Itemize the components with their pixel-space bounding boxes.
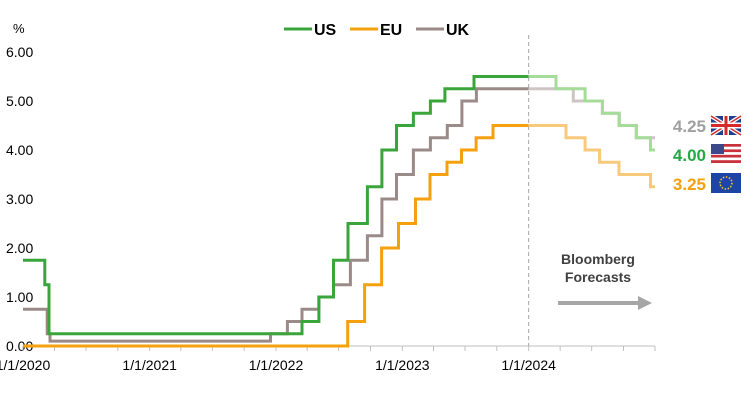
eu-flag-icon xyxy=(711,173,741,193)
y-tick-label: 2.00 xyxy=(6,240,33,256)
legend-label-eu: EU xyxy=(380,22,402,39)
x-tick-label: 1/1/2021 xyxy=(122,357,177,373)
y-tick-label: 4.00 xyxy=(6,142,33,158)
series-line-uk xyxy=(23,87,529,343)
end-label-us: 4.00 xyxy=(673,146,706,165)
y-tick-label: 6.00 xyxy=(6,44,33,60)
y-axis-unit: % xyxy=(13,21,25,36)
end-label-uk: 4.25 xyxy=(673,117,706,136)
us-flag-icon xyxy=(711,144,741,163)
x-tick-label: 1/1/2020 xyxy=(0,357,50,373)
series-layer xyxy=(23,75,655,348)
series-line-eu xyxy=(23,124,529,348)
forecast-annotation: Bloomberg Forecasts xyxy=(558,251,652,310)
legend-label-us: US xyxy=(314,22,337,39)
x-tick-label: 1/1/2024 xyxy=(501,357,556,373)
y-tick-label: 5.00 xyxy=(6,93,33,109)
y-tick-label: 1.00 xyxy=(6,289,33,305)
y-tick-label: 0.00 xyxy=(6,338,33,354)
end-label-eu: 3.25 xyxy=(673,175,706,194)
annotation-line-1: Bloomberg xyxy=(561,251,635,267)
forecast-line-eu xyxy=(528,124,655,189)
legend-label-uk: UK xyxy=(446,22,470,39)
y-tick-label: 3.00 xyxy=(6,191,33,207)
legend: US EU UK xyxy=(284,22,470,39)
annotation-line-2: Forecasts xyxy=(565,269,631,285)
end-labels: 4.00 3.25 4.25 xyxy=(673,117,706,194)
x-tick-label: 1/1/2023 xyxy=(375,357,430,373)
right-arrow-icon xyxy=(558,296,652,310)
forecast-line-us xyxy=(528,75,655,152)
y-axis: 0.00 1.00 2.00 3.00 4.00 5.00 6.00 xyxy=(6,44,33,354)
series-line-us xyxy=(23,75,529,336)
x-tick-label: 1/1/2022 xyxy=(249,357,304,373)
uk-flag-icon xyxy=(709,114,743,137)
